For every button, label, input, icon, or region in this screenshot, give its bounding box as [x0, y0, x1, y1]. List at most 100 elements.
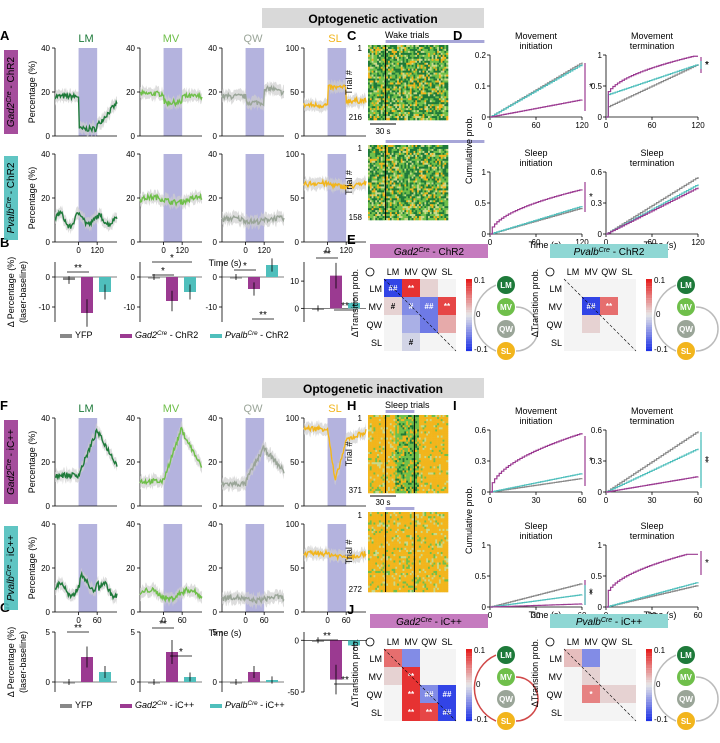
raster-cell: [438, 437, 442, 440]
raster-cell: [431, 72, 434, 75]
raster-cell: [424, 419, 427, 422]
raster-cell: [402, 218, 405, 221]
raster-cell: [446, 118, 449, 121]
raster-cell: [380, 186, 383, 189]
raster-cell: [371, 466, 374, 469]
raster-cell: [424, 166, 427, 169]
laser-shading: [245, 48, 265, 136]
raster-cell: [429, 441, 432, 445]
raster-cell: [413, 206, 416, 209]
raster-cell: [429, 443, 432, 447]
raster-cell: [389, 104, 392, 107]
raster-cell: [433, 102, 436, 105]
raster-cell: [440, 464, 443, 467]
raster-cell: [437, 46, 440, 50]
raster-cell: [429, 158, 432, 162]
raster-cell: [380, 470, 383, 473]
y-tick-label: 100: [286, 520, 300, 529]
raster-cell: [442, 188, 445, 191]
raster-cell: [404, 194, 407, 197]
raster-cell: [400, 60, 403, 64]
raster-cell: [440, 170, 443, 173]
raster-cell: [391, 152, 394, 156]
raster-cell: [446, 110, 449, 113]
raster-cell: [368, 206, 371, 209]
raster-cell: [389, 464, 392, 467]
raster-cell: [398, 470, 402, 473]
raster-cell: [386, 90, 389, 93]
raster-cell: [386, 50, 389, 54]
raster-cell: [444, 176, 447, 179]
raster-cell: [409, 45, 412, 48]
raster-cell: [391, 162, 394, 166]
raster-cell: [417, 417, 420, 420]
raster-cell: [442, 166, 445, 169]
raster-cell: [438, 166, 442, 169]
raster-cell: [435, 78, 438, 81]
raster-cell: [435, 88, 438, 91]
raster-cell: [378, 190, 382, 193]
raster-cell: [395, 190, 398, 193]
raster-cell: [377, 435, 380, 438]
raster-cell: [408, 100, 411, 103]
raster-cell: [422, 212, 425, 215]
raster-cell: [413, 186, 416, 189]
raster-cell: [433, 419, 436, 422]
raster-cell: [395, 204, 398, 207]
mean-trace: [139, 426, 203, 486]
raster-cell: [391, 468, 394, 471]
raster-cell: [420, 50, 423, 54]
raster-cell: [388, 68, 391, 71]
raster-cell: [446, 190, 449, 193]
raster-cell: [415, 417, 418, 420]
raster-cell: [438, 72, 442, 75]
raster-cell: [378, 156, 382, 160]
raster-cell: [382, 427, 385, 430]
raster-cell: [395, 90, 398, 93]
raster-cell: [393, 70, 396, 73]
raster-cell: [389, 202, 392, 205]
raster-cell: [368, 145, 371, 148]
raster-cell: [371, 202, 374, 205]
raster-cell: [431, 76, 434, 79]
raster-cell: [426, 96, 429, 99]
raster-cell: [378, 48, 382, 52]
raster-cell: [415, 45, 418, 48]
raster-cell: [440, 176, 443, 179]
mean-trace: [221, 84, 285, 107]
raster-cell: [413, 212, 416, 215]
raster-cell: [398, 62, 402, 66]
raster-cell: [395, 214, 398, 217]
raster-cell: [418, 102, 422, 105]
raster-cell: [446, 150, 449, 154]
raster-cell: [440, 108, 443, 111]
raster-cell: [393, 68, 396, 71]
raster-cell: [418, 152, 422, 156]
raster-cell: [389, 451, 392, 455]
raster-cell: [380, 445, 383, 449]
raster-cell: [411, 466, 414, 469]
raster-cell: [382, 451, 385, 455]
raster-cell: [377, 188, 380, 191]
raster-cell: [380, 204, 383, 207]
raster-cell: [415, 184, 418, 187]
raster-cell: [428, 146, 431, 150]
raster-cell: [395, 148, 398, 152]
raster-cell: [429, 216, 432, 219]
raster-cell: [398, 70, 402, 73]
raster-cell: [409, 214, 412, 217]
raster-cell: [369, 456, 372, 459]
raster-cell: [386, 435, 389, 438]
raster-cell: [378, 417, 382, 420]
raster-cell: [444, 54, 447, 58]
raster-cell: [428, 166, 431, 169]
raster-cell: [397, 425, 400, 428]
raster-cell: [411, 429, 414, 432]
raster-cell: [369, 429, 372, 432]
raster-cell: [408, 441, 411, 445]
raster-cell: [409, 160, 412, 164]
raster-cell: [422, 154, 425, 158]
raster-cell: [415, 214, 418, 217]
raster-cell: [446, 462, 449, 465]
